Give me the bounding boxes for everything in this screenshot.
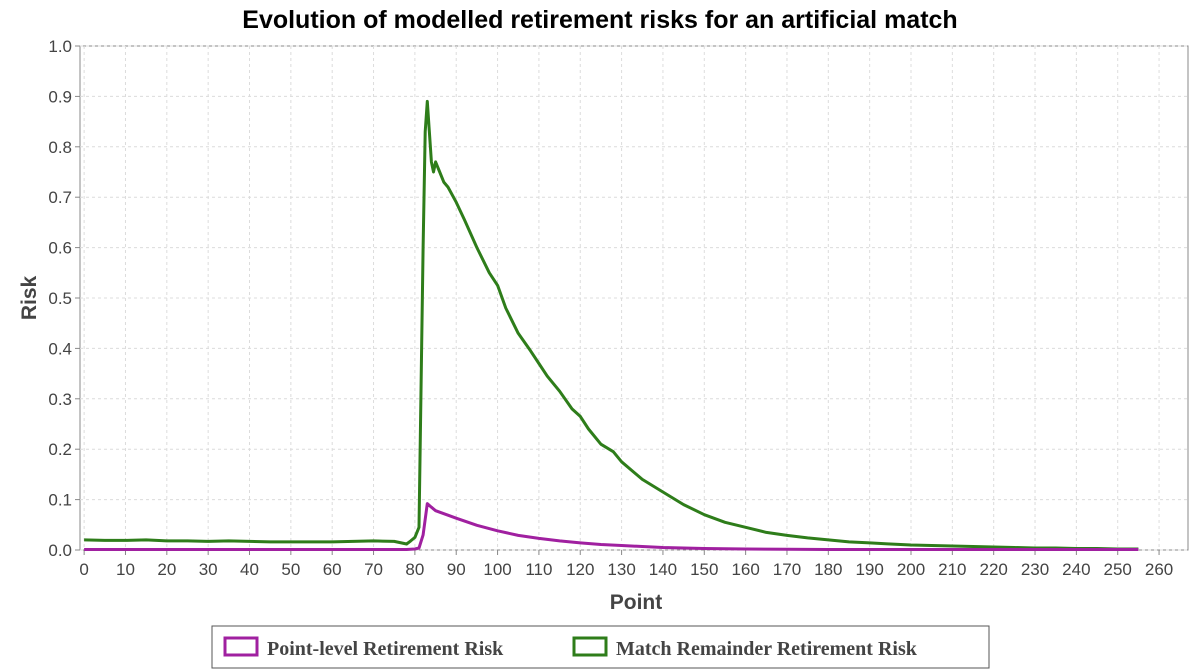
x-tick-label: 70: [364, 560, 383, 579]
x-tick-label: 250: [1104, 560, 1132, 579]
x-tick-label: 20: [157, 560, 176, 579]
x-tick-label: 170: [773, 560, 801, 579]
x-tick-label: 90: [447, 560, 466, 579]
y-tick-label: 0.0: [48, 541, 72, 560]
x-tick-label: 50: [281, 560, 300, 579]
series-line-point-level-retirement-risk: [84, 502, 1139, 551]
y-tick-label: 0.9: [48, 87, 72, 106]
y-tick-label: 0.4: [48, 339, 72, 358]
y-tick-label: 0.6: [48, 239, 72, 258]
y-tick-label: 1.0: [48, 37, 72, 56]
y-tick-label: 0.5: [48, 289, 72, 308]
grid: [80, 45, 1188, 551]
x-axis-ticks: 0 10 20 30 40 50 60 70 80 90 100 110 120 130 140 150 160…: [79, 550, 1173, 579]
legend: Point-level Retirement Risk Match Remain…: [211, 625, 990, 669]
x-tick-label: 120: [566, 560, 594, 579]
x-tick-label: 0: [79, 560, 88, 579]
x-tick-label: 30: [199, 560, 218, 579]
x-tick-label: 190: [855, 560, 883, 579]
x-tick-label: 210: [938, 560, 966, 579]
y-axis-ticks: 0.0 0.1 0.2 0.3 0.4 0.5 0.6 0.7 0.8 0.9 1.0: [48, 37, 80, 560]
chart-title: Evolution of modelled retirement risks f…: [242, 6, 957, 34]
x-tick-label: 100: [483, 560, 511, 579]
series-lines: [84, 99, 1139, 551]
x-tick-label: 110: [525, 560, 552, 579]
x-tick-label: 240: [1062, 560, 1090, 579]
legend-swatch-point-level: [223, 636, 259, 657]
x-axis-label: Point: [610, 591, 663, 614]
legend-label-match-remainder: Match Remainder Retirement Risk: [616, 638, 918, 660]
y-tick-label: 0.1: [48, 491, 72, 510]
x-tick-label: 130: [607, 560, 635, 579]
y-tick-label: 0.3: [48, 390, 72, 409]
y-tick-label: 0.8: [48, 138, 72, 157]
x-tick-label: 60: [323, 560, 342, 579]
legend-box: [211, 625, 990, 669]
x-tick-label: 150: [690, 560, 718, 579]
x-tick-label: 160: [731, 560, 759, 579]
x-tick-label: 180: [814, 560, 842, 579]
x-tick-label: 10: [116, 560, 135, 579]
x-tick-label: 220: [979, 560, 1007, 579]
x-tick-label: 80: [405, 560, 424, 579]
y-tick-label: 0.2: [48, 440, 72, 459]
y-axis-label: Risk: [18, 276, 41, 321]
x-tick-label: 140: [649, 560, 677, 579]
x-tick-label: 40: [240, 560, 259, 579]
series-line-match-remainder-retirement-risk: [84, 99, 1139, 551]
x-tick-label: 200: [897, 560, 925, 579]
legend-label-point-level: Point-level Retirement Risk: [267, 638, 504, 660]
legend-swatch-match-remainder: [572, 636, 608, 657]
y-tick-label: 0.7: [48, 188, 72, 207]
x-tick-label: 230: [1021, 560, 1049, 579]
x-tick-label: 260: [1145, 560, 1173, 579]
